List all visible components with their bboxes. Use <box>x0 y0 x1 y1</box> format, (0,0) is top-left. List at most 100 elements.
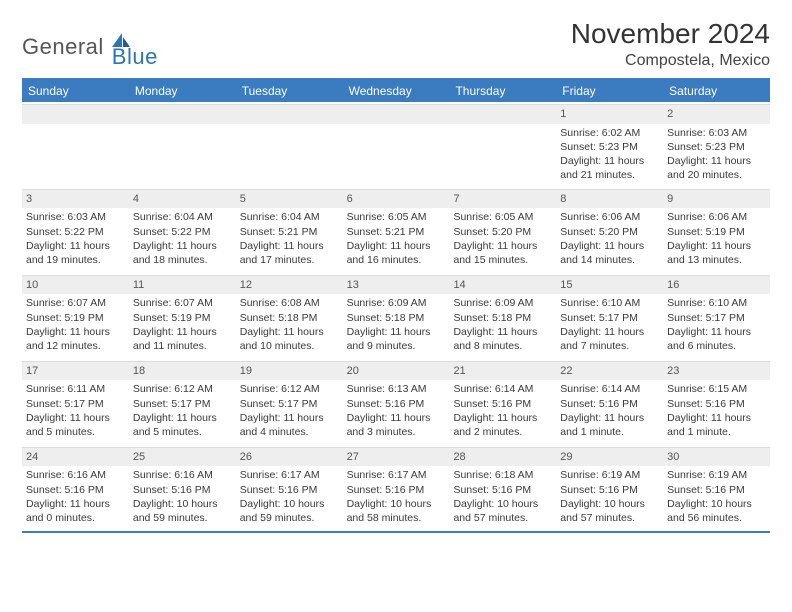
calendar-day-cell <box>236 102 343 187</box>
daylight-text: and 20 minutes. <box>667 168 766 182</box>
calendar-day-cell: 25Sunrise: 6:16 AMSunset: 5:16 PMDayligh… <box>129 445 236 531</box>
sunrise-text: Sunrise: 6:19 AM <box>667 468 766 482</box>
daylight-text: and 57 minutes. <box>560 511 659 525</box>
sunset-text: Sunset: 5:16 PM <box>667 483 766 497</box>
daylight-text: and 7 minutes. <box>560 339 659 353</box>
day-number: 14 <box>449 275 556 295</box>
sunrise-text: Sunrise: 6:16 AM <box>26 468 125 482</box>
sunset-text: Sunset: 5:22 PM <box>133 225 232 239</box>
sunrise-text: Sunrise: 6:11 AM <box>26 382 125 396</box>
logo-text-general: General <box>22 34 104 60</box>
sunset-text: Sunset: 5:16 PM <box>667 397 766 411</box>
sunset-text: Sunset: 5:18 PM <box>453 311 552 325</box>
calendar-day-cell: 30Sunrise: 6:19 AMSunset: 5:16 PMDayligh… <box>663 445 770 531</box>
calendar-week: 10Sunrise: 6:07 AMSunset: 5:19 PMDayligh… <box>22 273 770 359</box>
daylight-text: Daylight: 11 hours <box>667 325 766 339</box>
daylight-text: and 3 minutes. <box>347 425 446 439</box>
sunrise-text: Sunrise: 6:07 AM <box>133 296 232 310</box>
day-number: 30 <box>663 447 770 467</box>
calendar-day-cell: 23Sunrise: 6:15 AMSunset: 5:16 PMDayligh… <box>663 359 770 445</box>
day-number: 26 <box>236 447 343 467</box>
page: General Blue November 2024 Compostela, M… <box>0 0 792 612</box>
day-number: 24 <box>22 447 129 467</box>
daylight-text: and 1 minute. <box>667 425 766 439</box>
day-number: 5 <box>236 189 343 209</box>
title-block: November 2024 Compostela, Mexico <box>571 18 770 70</box>
daylight-text: Daylight: 11 hours <box>347 411 446 425</box>
daylight-text: and 11 minutes. <box>133 339 232 353</box>
daylight-text: and 9 minutes. <box>347 339 446 353</box>
calendar-day-cell: 14Sunrise: 6:09 AMSunset: 5:18 PMDayligh… <box>449 273 556 359</box>
daylight-text: and 17 minutes. <box>240 253 339 267</box>
sunset-text: Sunset: 5:19 PM <box>133 311 232 325</box>
sunrise-text: Sunrise: 6:13 AM <box>347 382 446 396</box>
daylight-text: Daylight: 10 hours <box>133 497 232 511</box>
sunset-text: Sunset: 5:19 PM <box>667 225 766 239</box>
sunset-text: Sunset: 5:19 PM <box>26 311 125 325</box>
sunrise-text: Sunrise: 6:04 AM <box>240 210 339 224</box>
weekday-header-row: SundayMondayTuesdayWednesdayThursdayFrid… <box>22 80 770 102</box>
daylight-text: and 14 minutes. <box>560 253 659 267</box>
daylight-text: Daylight: 11 hours <box>26 411 125 425</box>
sunset-text: Sunset: 5:16 PM <box>347 483 446 497</box>
calendar-day-cell: 20Sunrise: 6:13 AMSunset: 5:16 PMDayligh… <box>343 359 450 445</box>
day-number: 8 <box>556 189 663 209</box>
calendar-day-cell: 6Sunrise: 6:05 AMSunset: 5:21 PMDaylight… <box>343 187 450 273</box>
day-number: 4 <box>129 189 236 209</box>
calendar-day-cell: 2Sunrise: 6:03 AMSunset: 5:23 PMDaylight… <box>663 102 770 187</box>
sunset-text: Sunset: 5:16 PM <box>347 397 446 411</box>
sunrise-text: Sunrise: 6:17 AM <box>347 468 446 482</box>
daylight-text: Daylight: 11 hours <box>240 325 339 339</box>
daylight-text: Daylight: 11 hours <box>347 239 446 253</box>
sunrise-text: Sunrise: 6:04 AM <box>133 210 232 224</box>
calendar-day-cell <box>22 102 129 187</box>
day-number: 6 <box>343 189 450 209</box>
day-number: 7 <box>449 189 556 209</box>
day-number: 3 <box>22 189 129 209</box>
day-number: 29 <box>556 447 663 467</box>
daylight-text: Daylight: 11 hours <box>667 154 766 168</box>
sunset-text: Sunset: 5:21 PM <box>347 225 446 239</box>
day-number: 19 <box>236 361 343 381</box>
sunrise-text: Sunrise: 6:02 AM <box>560 126 659 140</box>
daylight-text: Daylight: 10 hours <box>453 497 552 511</box>
calendar-day-cell: 12Sunrise: 6:08 AMSunset: 5:18 PMDayligh… <box>236 273 343 359</box>
sunset-text: Sunset: 5:23 PM <box>560 140 659 154</box>
sunrise-text: Sunrise: 6:06 AM <box>560 210 659 224</box>
calendar-day-cell <box>343 102 450 187</box>
calendar-day-cell: 13Sunrise: 6:09 AMSunset: 5:18 PMDayligh… <box>343 273 450 359</box>
sunrise-text: Sunrise: 6:19 AM <box>560 468 659 482</box>
daylight-text: and 57 minutes. <box>453 511 552 525</box>
day-number: 23 <box>663 361 770 381</box>
sunset-text: Sunset: 5:16 PM <box>560 483 659 497</box>
day-number: 18 <box>129 361 236 381</box>
empty-day-bar <box>343 104 450 124</box>
day-number: 20 <box>343 361 450 381</box>
daylight-text: and 21 minutes. <box>560 168 659 182</box>
calendar: SundayMondayTuesdayWednesdayThursdayFrid… <box>22 78 770 533</box>
daylight-text: and 15 minutes. <box>453 253 552 267</box>
daylight-text: Daylight: 11 hours <box>667 411 766 425</box>
sunset-text: Sunset: 5:23 PM <box>667 140 766 154</box>
calendar-day-cell <box>129 102 236 187</box>
sunset-text: Sunset: 5:16 PM <box>133 483 232 497</box>
sunset-text: Sunset: 5:20 PM <box>453 225 552 239</box>
sunset-text: Sunset: 5:22 PM <box>26 225 125 239</box>
daylight-text: Daylight: 11 hours <box>133 325 232 339</box>
empty-day-bar <box>22 104 129 124</box>
sunset-text: Sunset: 5:18 PM <box>240 311 339 325</box>
daylight-text: Daylight: 11 hours <box>453 239 552 253</box>
calendar-week: 24Sunrise: 6:16 AMSunset: 5:16 PMDayligh… <box>22 445 770 531</box>
daylight-text: and 59 minutes. <box>240 511 339 525</box>
daylight-text: and 2 minutes. <box>453 425 552 439</box>
calendar-day-cell: 4Sunrise: 6:04 AMSunset: 5:22 PMDaylight… <box>129 187 236 273</box>
daylight-text: and 5 minutes. <box>133 425 232 439</box>
daylight-text: Daylight: 11 hours <box>560 411 659 425</box>
daylight-text: and 6 minutes. <box>667 339 766 353</box>
page-subtitle: Compostela, Mexico <box>571 52 770 70</box>
sunset-text: Sunset: 5:17 PM <box>133 397 232 411</box>
sunrise-text: Sunrise: 6:03 AM <box>26 210 125 224</box>
calendar-week: 17Sunrise: 6:11 AMSunset: 5:17 PMDayligh… <box>22 359 770 445</box>
sunset-text: Sunset: 5:17 PM <box>240 397 339 411</box>
sunrise-text: Sunrise: 6:15 AM <box>667 382 766 396</box>
